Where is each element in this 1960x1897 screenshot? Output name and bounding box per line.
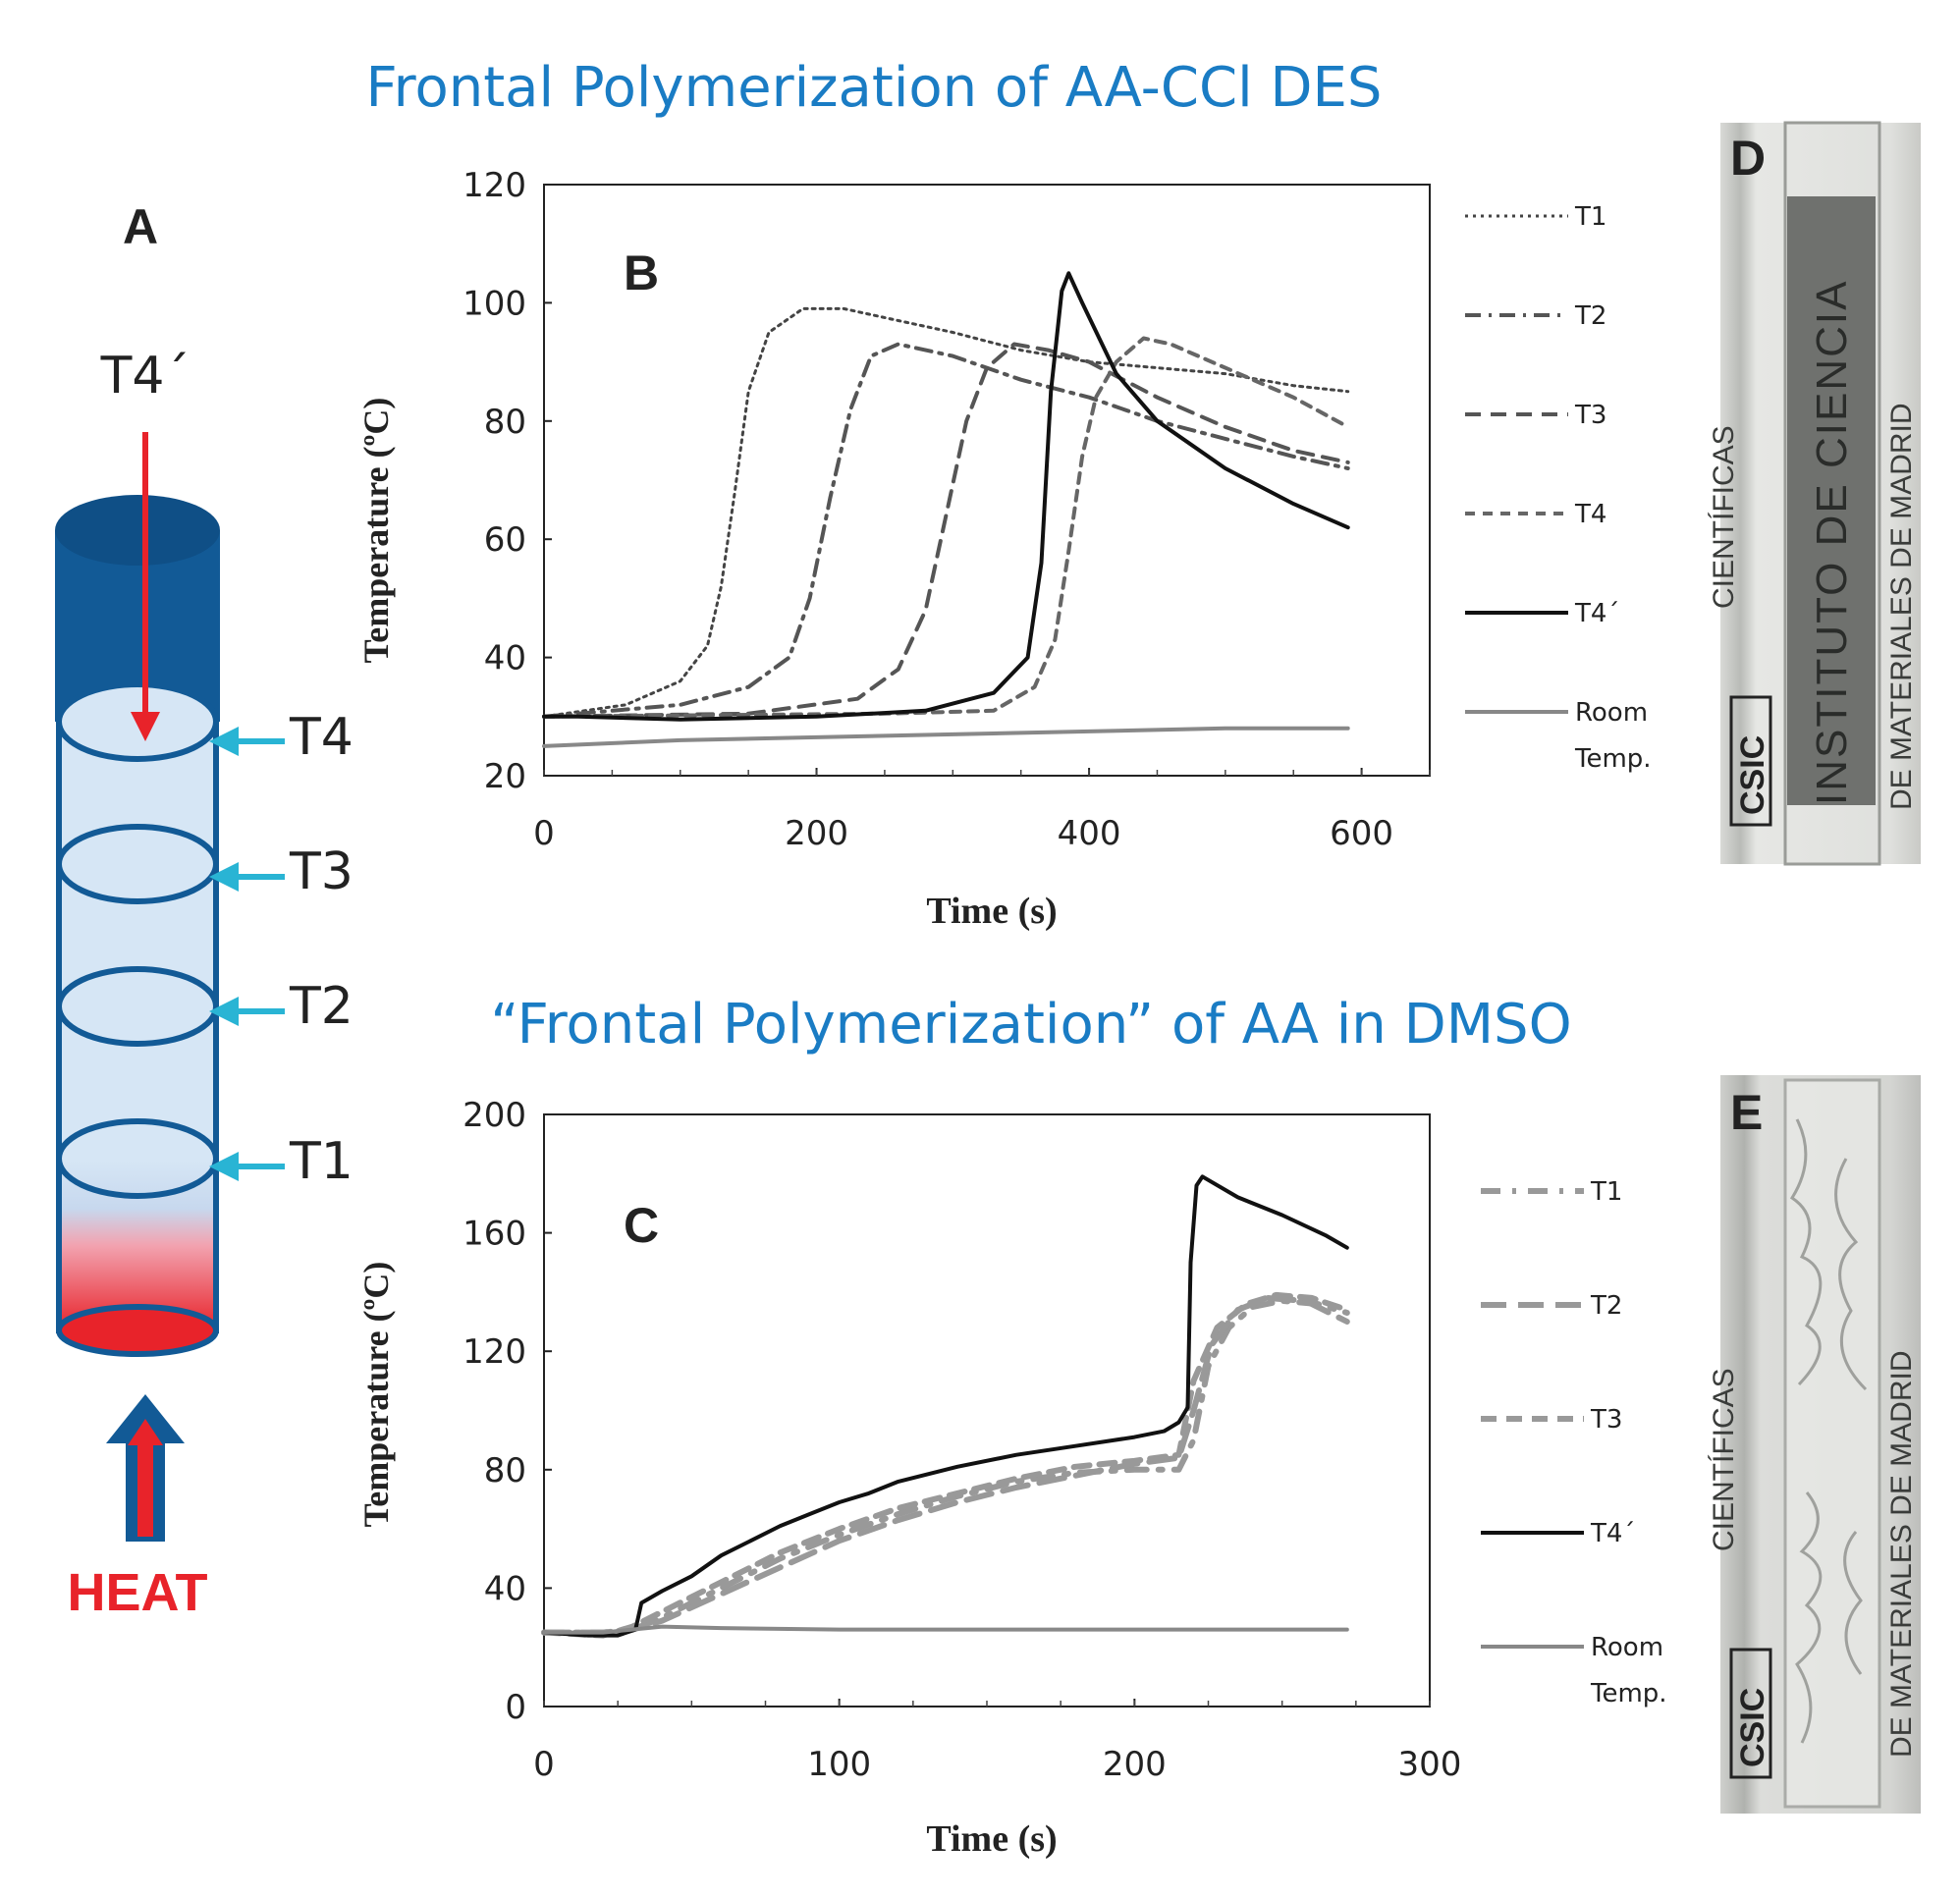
- y-tick-label: 40: [484, 639, 526, 678]
- photo-d-polymer: [1787, 196, 1876, 805]
- y-tick-label: 0: [505, 1688, 526, 1727]
- series-line-t1: [542, 306, 1350, 719]
- series-line-room-temp: [542, 726, 1350, 748]
- legend-label: T3: [1590, 1405, 1622, 1435]
- diagram-panel-a: A T4´ T4 T3 T2 T1 HEAT: [55, 199, 354, 1622]
- x-tick-label: 300: [1398, 1745, 1462, 1784]
- panel-label-c: C: [624, 1198, 659, 1253]
- y-tick-label: 20: [484, 757, 526, 796]
- photo-d-text-1: INSTITUTO DE CIENCIA: [1808, 280, 1856, 805]
- legend-label: T3: [1574, 401, 1606, 430]
- x-tick-label: 0: [533, 814, 555, 853]
- legend-label: T4´: [1574, 599, 1619, 628]
- series-line-t4: [542, 336, 1350, 719]
- xlabel-b: Time (s): [926, 891, 1057, 932]
- y-tick-label: 60: [484, 520, 526, 560]
- heat-arrow-inner-icon: [128, 1419, 163, 1537]
- photo-e: E CSIC DE MATERIALES DE MADRID CIENTÍFIC…: [1708, 1075, 1921, 1814]
- svg-text:CSIC: CSIC: [1734, 735, 1771, 815]
- photo-d: D CSIC INSTITUTO DE CIENCIA DE MATERIALE…: [1708, 121, 1921, 866]
- lines-b: [542, 271, 1350, 748]
- heat-label: HEAT: [68, 1563, 208, 1622]
- tube-bottom: [56, 1304, 219, 1357]
- legend-label: T4´: [1590, 1519, 1635, 1548]
- sensor-label-t1: T1: [289, 1132, 354, 1191]
- diagram-top-label: T4´: [100, 347, 191, 406]
- photo-e-text-1: DE MATERIALES DE MADRID: [1885, 1350, 1918, 1758]
- legend-b: T1 T2 T3 T4 T4´ Room Temp.: [1465, 202, 1652, 774]
- tube-ring-t4: [56, 681, 219, 762]
- legend-label-line2: Temp.: [1574, 744, 1652, 774]
- chart-c: C Time (s) Temperature (ºC) 0 100 200 300 0 4…: [356, 1096, 1667, 1860]
- plot-frame-c: [543, 1113, 1431, 1707]
- legend-label: T1: [1590, 1177, 1622, 1207]
- legend-label: T2: [1590, 1291, 1622, 1321]
- photo-e-crystals: [1789, 1118, 1868, 1744]
- ticks-c: 0 100 200 300 0 40 80 120 160 200: [463, 1096, 1461, 1784]
- series-line-t2: [541, 1294, 1350, 1636]
- lines-c: [541, 1174, 1350, 1639]
- xlabel-c: Time (s): [926, 1818, 1057, 1860]
- series-line-t2: [542, 342, 1350, 719]
- series-line-room-temp: [542, 1624, 1349, 1635]
- ticks-b: 0 200 400 600 20 40 60 80 100 120: [463, 166, 1431, 853]
- top-title: Frontal Polymerization of AA-CCl DES: [366, 56, 1383, 120]
- legend-label: T4: [1574, 500, 1606, 529]
- x-tick-label: 400: [1058, 814, 1121, 853]
- y-tick-label: 100: [463, 284, 526, 323]
- x-tick-label: 200: [785, 814, 848, 853]
- plot-frame-b: [543, 184, 1431, 777]
- panel-label-b: B: [624, 245, 659, 300]
- photo-e-tube: [1783, 1078, 1881, 1809]
- ylabel-c: Temperature (ºC): [356, 1262, 396, 1528]
- legend-label: Room: [1591, 1633, 1663, 1662]
- ylabel-b: Temperature (ºC): [356, 398, 396, 664]
- series-line-t4: [542, 271, 1350, 722]
- y-tick-label: 80: [484, 403, 526, 442]
- photo-d-text-2: DE MATERIALES DE MADRID: [1885, 403, 1918, 810]
- x-tick-label: 100: [807, 1745, 871, 1784]
- legend-label-line2: Temp.: [1590, 1679, 1667, 1708]
- legend-label: T2: [1574, 301, 1606, 331]
- x-tick-label: 200: [1103, 1745, 1167, 1784]
- legend-label: Room: [1575, 698, 1648, 728]
- bottom-title: “Frontal Polymerization” of AA in DMSO: [490, 993, 1571, 1057]
- series-line-t1: [541, 1297, 1350, 1636]
- panel-label-d: D: [1730, 131, 1766, 186]
- series-line-t3: [541, 1291, 1350, 1639]
- photo-d-tube: [1783, 121, 1881, 866]
- photo-d-text-3: CIENTÍFICAS: [1708, 425, 1740, 609]
- legend-c: T1 T2 T3 T4´ Room Temp.: [1481, 1177, 1667, 1708]
- legend-label: T1: [1574, 202, 1606, 232]
- y-tick-label: 120: [463, 166, 526, 205]
- sensor-label-t4: T4: [289, 708, 354, 767]
- y-tick-label: 160: [463, 1215, 526, 1254]
- y-tick-label: 120: [463, 1332, 526, 1372]
- series-line-t4: [542, 1174, 1349, 1638]
- sensor-label-t2: T2: [289, 977, 354, 1036]
- photo-d-logo: CSIC: [1729, 695, 1772, 827]
- sensor-label-t3: T3: [289, 842, 354, 901]
- panel-label-e: E: [1730, 1085, 1763, 1140]
- y-tick-label: 80: [484, 1451, 526, 1490]
- series-line-t3: [542, 342, 1350, 719]
- tube-body: [56, 719, 219, 1333]
- tube-top-cap: [55, 495, 220, 566]
- x-tick-label: 0: [533, 1745, 555, 1784]
- photo-e-logo: CSIC: [1729, 1648, 1772, 1779]
- y-tick-label: 200: [463, 1096, 526, 1135]
- y-tick-label: 40: [484, 1569, 526, 1608]
- panel-label-a: A: [123, 199, 158, 254]
- svg-text:CSIC: CSIC: [1734, 1688, 1771, 1767]
- x-tick-label: 600: [1330, 814, 1393, 853]
- photo-e-text-2: CIENTÍFICAS: [1708, 1368, 1740, 1551]
- chart-b: B Time (s) Temperature (ºC) 0 200 400 600 20…: [356, 166, 1652, 932]
